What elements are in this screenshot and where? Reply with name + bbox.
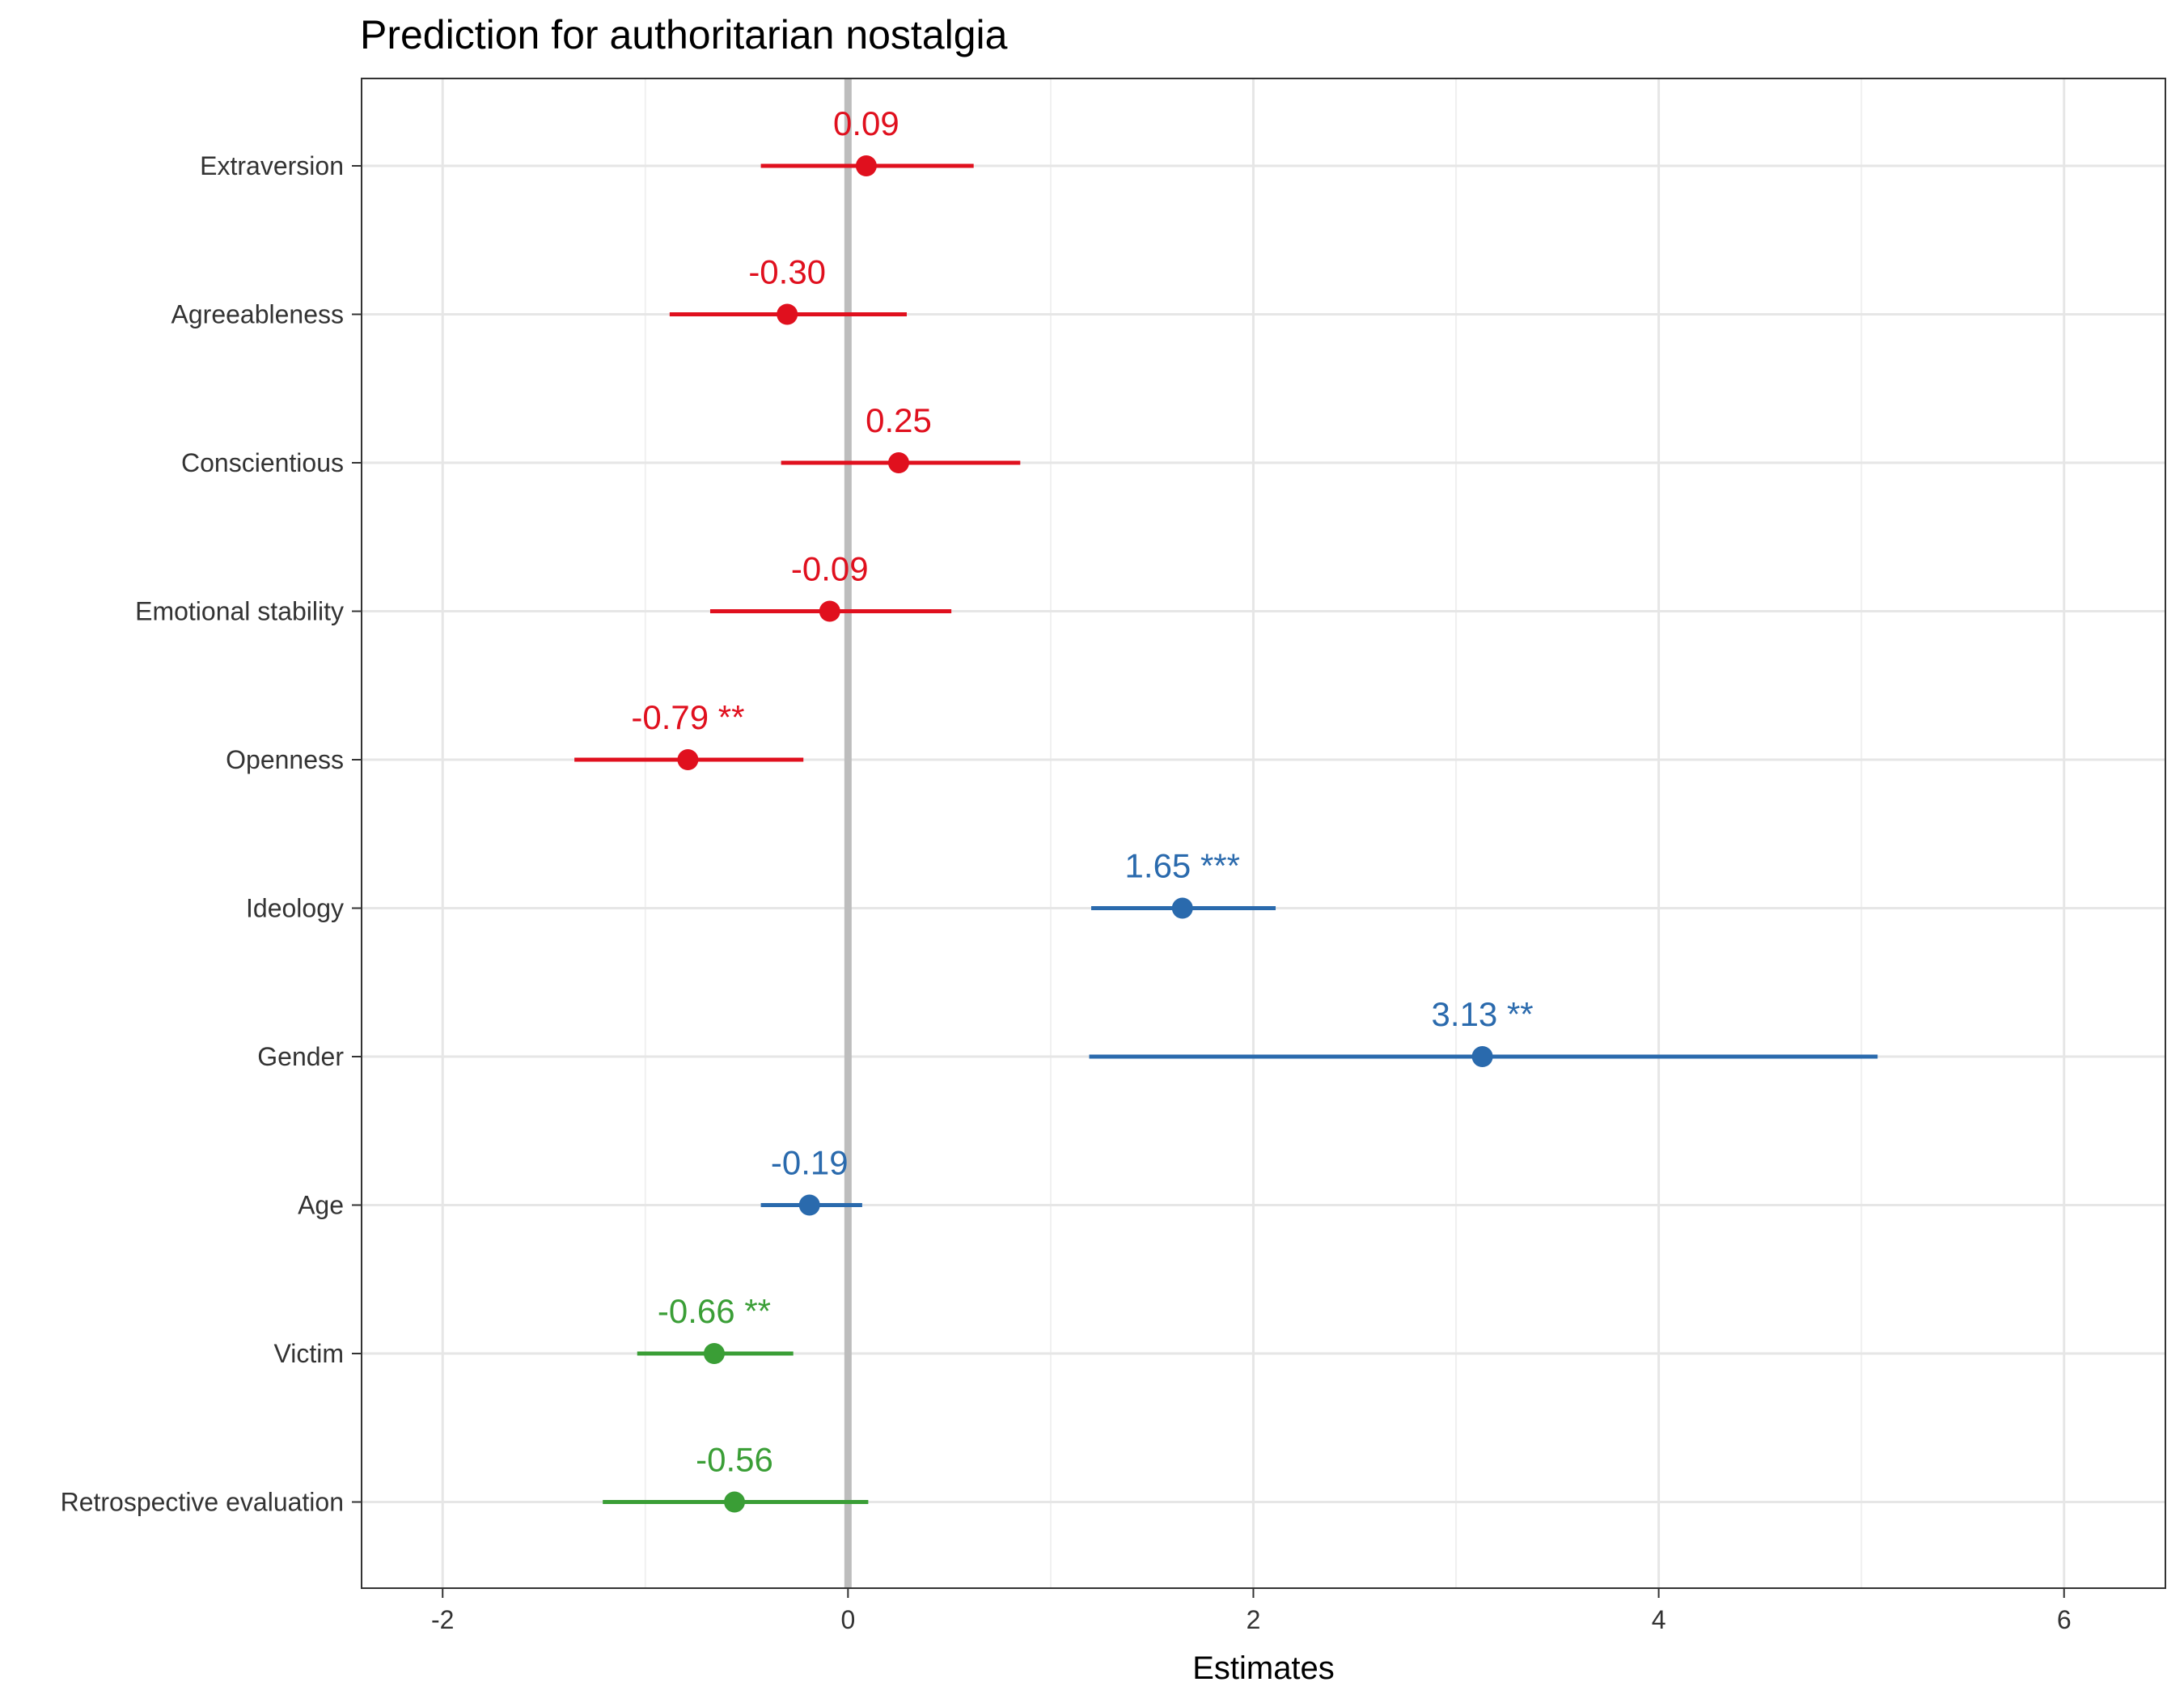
y-tick-label: Agreeableness [171,300,344,329]
estimate-point [1471,1046,1493,1067]
estimate-label: -0.30 [748,253,826,291]
estimate-marks: 0.09 -0.30 0.25 -0.09 -0.79 ** 1.65 *** 3.13 *… [574,104,1878,1513]
estimate-point [703,1343,725,1364]
y-axis-ticks: Extraversion Agreeableness Conscientious Em… [61,151,362,1517]
estimate-label: -0.66 ** [658,1292,771,1330]
y-tick-label: Ideology [246,894,344,923]
estimate-label: 3.13 ** [1432,995,1534,1033]
x-tick-label: -2 [431,1605,454,1634]
x-axis-title: Estimates [1192,1650,1335,1686]
estimate-point [798,1194,820,1216]
chart-title: Prediction for authoritarian nostalgia [360,12,1008,57]
estimate-label: -0.56 [696,1441,773,1479]
estimate-label: -0.19 [771,1144,849,1182]
y-tick-label: Gender [257,1042,344,1071]
y-tick-label: Openness [226,745,344,774]
estimate-label: 0.09 [833,104,899,142]
x-tick-label: 2 [1246,1605,1261,1634]
y-tick-label: Conscientious [181,448,344,477]
estimate-point [855,155,877,176]
y-tick-label: Retrospective evaluation [61,1488,344,1517]
estimate-label: 0.25 [866,401,932,439]
estimate-label: -0.09 [791,550,869,588]
estimate-label: -0.79 ** [631,698,744,736]
estimate-label: 1.65 *** [1125,847,1240,885]
y-tick-label: Emotional stability [135,597,344,626]
estimate-point [677,749,699,770]
estimate-point [1171,897,1193,919]
y-tick-label: Age [298,1191,344,1220]
estimate-point [777,303,798,325]
estimate-point [724,1491,746,1513]
x-tick-label: 6 [2057,1605,2072,1634]
grid-lines [362,78,2165,1588]
y-tick-label: Extraversion [200,151,344,180]
x-tick-label: 0 [840,1605,855,1634]
estimate-point [887,452,909,473]
panel-border [361,78,2166,1589]
y-tick-label: Victim [273,1339,344,1368]
estimate-point [819,600,840,622]
x-tick-label: 4 [1652,1605,1666,1634]
x-axis-ticks: -2 0 2 4 6 [431,1588,2072,1634]
